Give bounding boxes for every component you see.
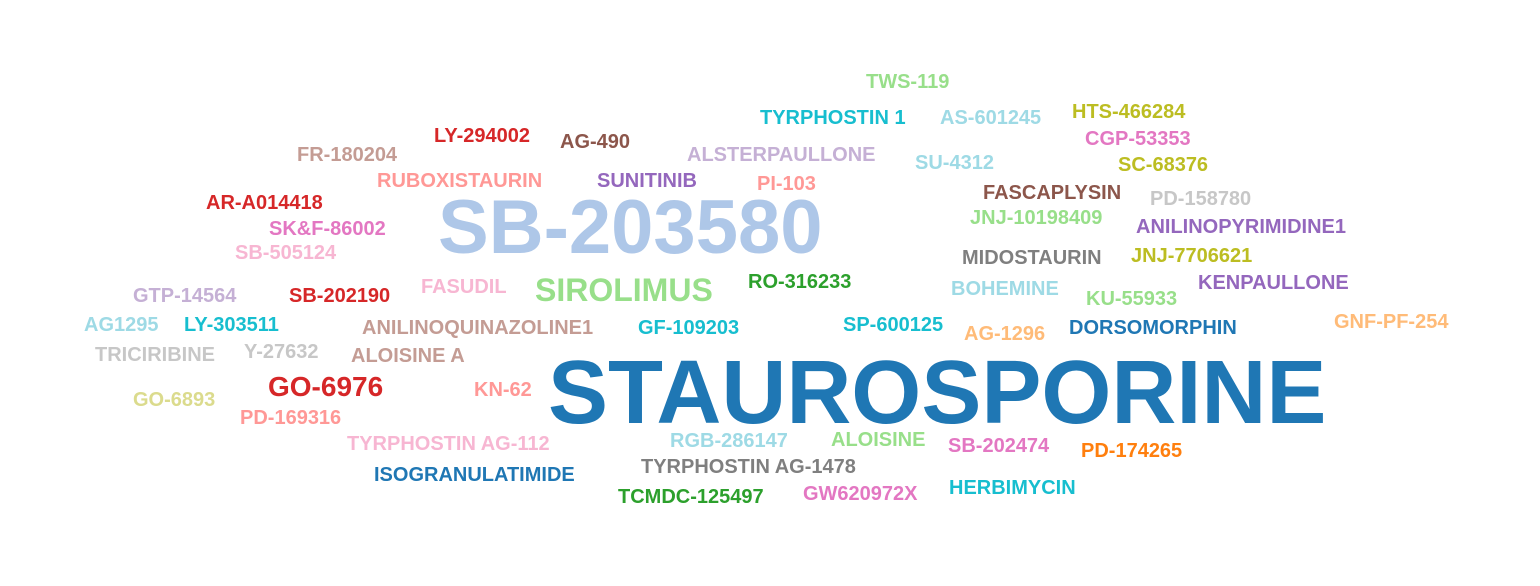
word-triciribine: TRICIRIBINE bbox=[95, 344, 215, 366]
word-tyrphostin-1: TYRPHOSTIN 1 bbox=[760, 107, 906, 129]
word-anilinopyrimidine1: ANILINOPYRIMIDINE1 bbox=[1136, 216, 1347, 238]
word-ku-55933: KU-55933 bbox=[1086, 288, 1178, 310]
word-jnj-7706621: JNJ-7706621 bbox=[1131, 245, 1253, 267]
word-sb-202474: SB-202474 bbox=[948, 435, 1050, 457]
word-tws-119: TWS-119 bbox=[866, 71, 950, 93]
word-tyrphostin-ag-1478: TYRPHOSTIN AG-1478 bbox=[641, 456, 856, 478]
word-sb-505124: SB-505124 bbox=[235, 242, 337, 264]
word-sb-202190: SB-202190 bbox=[289, 285, 391, 307]
word-hts-466284: HTS-466284 bbox=[1072, 101, 1186, 123]
word-go-6893: GO-6893 bbox=[133, 389, 216, 411]
word-ly-294002: LY-294002 bbox=[434, 125, 531, 147]
word-jnj-10198409: JNJ-10198409 bbox=[970, 207, 1103, 229]
word-ruboxistaurin: RUBOXISTAURIN bbox=[377, 170, 543, 192]
word-isogranulatimide: ISOGRANULATIMIDE bbox=[374, 464, 575, 486]
word-rgb-286147: RGB-286147 bbox=[670, 430, 788, 452]
word-dorsomorphin: DORSOMORPHIN bbox=[1069, 317, 1237, 339]
word-alsterpaullone: ALSTERPAULLONE bbox=[687, 144, 876, 166]
word-go-6976: GO-6976 bbox=[268, 371, 384, 402]
word-su-4312: SU-4312 bbox=[915, 152, 994, 174]
word-kenpaullone: KENPAULLONE bbox=[1198, 272, 1349, 294]
word-gtp-14564: GTP-14564 bbox=[133, 285, 237, 307]
word-tyrphostin-ag-112: TYRPHOSTIN AG-112 bbox=[347, 433, 550, 455]
word-skandf-86002: SK&F-86002 bbox=[269, 218, 386, 240]
word-fasudil: FASUDIL bbox=[421, 276, 507, 298]
word-sb-203580: SB-203580 bbox=[438, 185, 823, 270]
word-aloisine-a: ALOISINE A bbox=[351, 345, 465, 367]
word-herbimycin: HERBIMYCIN bbox=[949, 477, 1076, 499]
word-sc-68376: SC-68376 bbox=[1118, 154, 1209, 176]
word-ly-303511: LY-303511 bbox=[184, 314, 279, 336]
word-sp-600125: SP-600125 bbox=[843, 314, 944, 336]
word-ar-a014418: AR-A014418 bbox=[206, 192, 323, 214]
word-fascaplysin: FASCAPLYSIN bbox=[983, 182, 1122, 204]
word-pd-174265: PD-174265 bbox=[1081, 440, 1183, 462]
word-gw620972x: GW620972X bbox=[803, 483, 918, 505]
word-staurosporine: STAUROSPORINE bbox=[548, 343, 1327, 443]
word-kn-62: KN-62 bbox=[474, 379, 532, 401]
word-bohemine: BOHEMINE bbox=[951, 278, 1059, 300]
word-pi-103: PI-103 bbox=[757, 173, 816, 195]
word-pd-169316: PD-169316 bbox=[240, 407, 342, 429]
word-gnf-pf-254: GNF-PF-254 bbox=[1334, 311, 1449, 333]
word-ro-316233: RO-316233 bbox=[748, 271, 852, 293]
word-aloisine: ALOISINE bbox=[831, 429, 926, 451]
word-ag-1296: AG-1296 bbox=[964, 323, 1046, 345]
word-pd-158780: PD-158780 bbox=[1150, 188, 1252, 210]
word-ag-490: AG-490 bbox=[560, 131, 631, 153]
word-y-27632: Y-27632 bbox=[244, 341, 319, 363]
word-tcmdc-125497: TCMDC-125497 bbox=[618, 486, 764, 508]
word-cgp-53353: CGP-53353 bbox=[1085, 128, 1191, 150]
word-anilinoquinazoline1: ANILINOQUINAZOLINE1 bbox=[362, 317, 594, 339]
word-midostaurin: MIDOSTAURIN bbox=[962, 247, 1102, 269]
word-as-601245: AS-601245 bbox=[940, 107, 1042, 129]
word-sunitinib: SUNITINIB bbox=[597, 170, 697, 192]
word-fr-180204: FR-180204 bbox=[297, 144, 398, 166]
word-gf-109203: GF-109203 bbox=[638, 317, 740, 339]
word-sirolimus: SIROLIMUS bbox=[535, 272, 713, 308]
word-ag1295: AG1295 bbox=[84, 314, 159, 336]
